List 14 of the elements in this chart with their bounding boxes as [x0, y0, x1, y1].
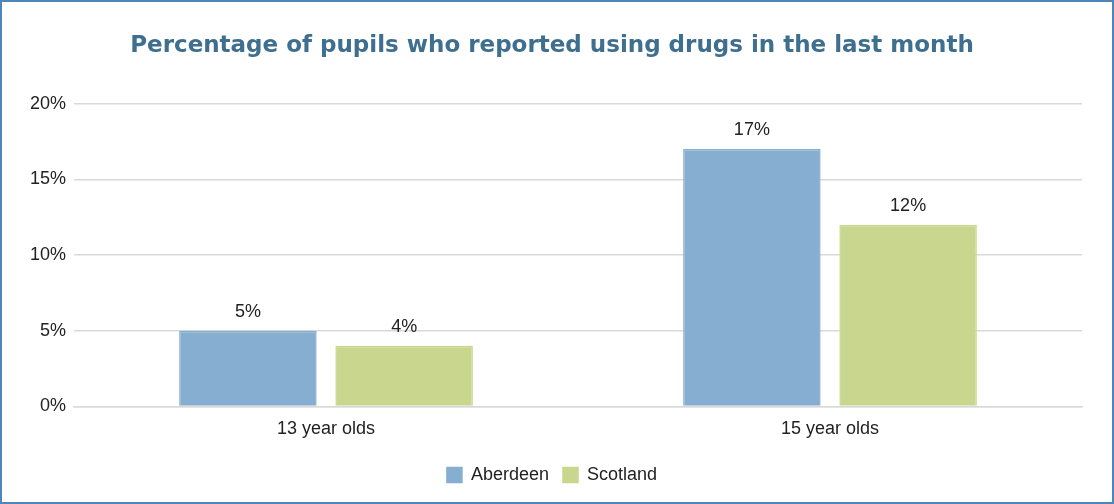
x-tick-label: 13 year olds	[276, 418, 376, 439]
y-tick-label: 5%	[40, 319, 67, 340]
data-label: 4%	[391, 315, 418, 336]
y-tick-label: 20%	[30, 92, 67, 113]
chart-title: Percentage of pupils who reported using drugs in the last month	[130, 30, 974, 57]
y-tick-label: 15%	[30, 168, 67, 189]
data-label: 12%	[890, 194, 927, 215]
y-tick-label: 0%	[40, 395, 67, 416]
data-label: 17%	[733, 118, 770, 139]
x-tick-label: 15 year olds	[780, 418, 880, 439]
legend-label: Scotland	[587, 463, 658, 484]
legend-label: Aberdeen	[470, 463, 550, 484]
y-tick-label: 10%	[30, 243, 67, 264]
data-label: 5%	[234, 300, 261, 321]
